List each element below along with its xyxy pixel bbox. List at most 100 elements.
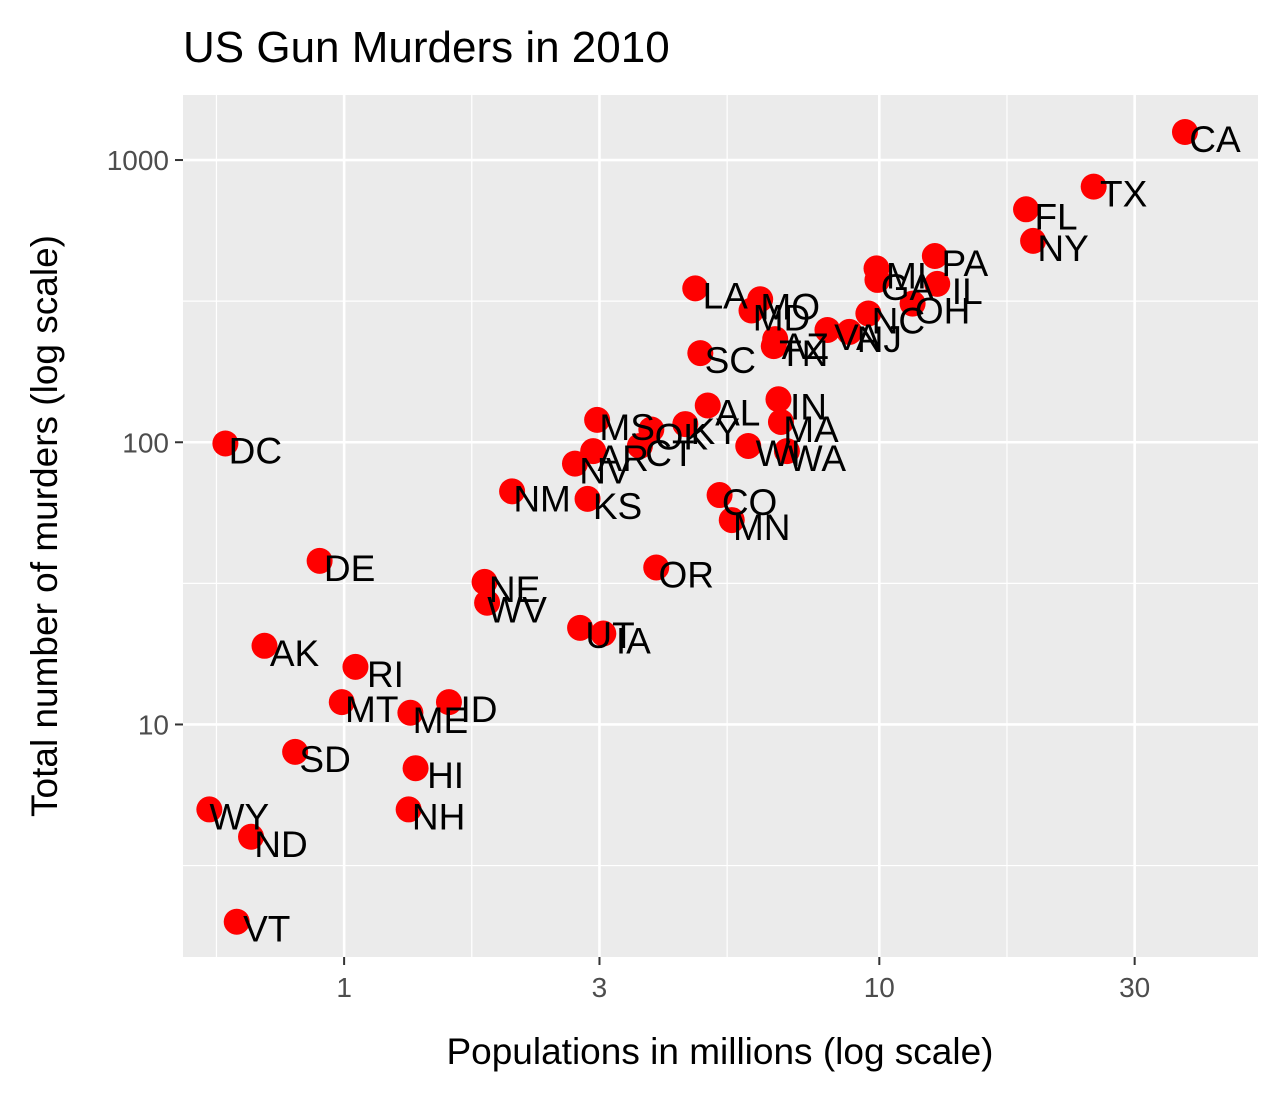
point-label: IN (790, 386, 827, 427)
data-point (574, 485, 601, 512)
point-label: AZ (782, 326, 829, 367)
point-label: CA (1189, 119, 1241, 160)
point-label: OH (915, 291, 971, 332)
data-point (767, 408, 794, 435)
point-label: MO (760, 286, 820, 327)
data-point (924, 270, 951, 297)
data-point (1171, 119, 1198, 146)
point-label: MS (599, 407, 655, 448)
point-label: HI (427, 755, 464, 796)
point-label: WV (487, 590, 547, 631)
x-tick-label: 30 (1119, 972, 1150, 1003)
point-label: MI (886, 255, 927, 296)
point-label: NC (872, 300, 925, 341)
data-point (395, 796, 422, 823)
data-point (1020, 227, 1047, 254)
y-axis-ticks: 10 100 1000 (107, 145, 183, 740)
point-label: IL (952, 271, 983, 312)
data-point (590, 620, 617, 647)
point-label: SD (299, 739, 350, 780)
data-point (682, 275, 709, 302)
data-point (762, 326, 789, 353)
point-label: AK (270, 633, 320, 674)
x-axis-ticks: 1 3 10 30 (336, 957, 1150, 1003)
point-label: WY (210, 796, 270, 837)
point-label: TX (1100, 174, 1147, 215)
point-label: NV (579, 451, 631, 492)
data-point (196, 796, 223, 823)
data-point (342, 653, 369, 680)
point-label: FL (1034, 196, 1077, 237)
data-point (738, 297, 765, 324)
data-point (899, 290, 926, 317)
point-label: OR (658, 554, 714, 595)
data-point (773, 438, 800, 465)
data-point (328, 689, 355, 716)
data-point (1080, 173, 1107, 200)
data-point (397, 699, 424, 726)
point-label: CO (722, 482, 778, 523)
point-label: SC (705, 340, 756, 381)
point-label: WI (756, 433, 801, 474)
point-label: AR (597, 438, 648, 479)
point-label: LA (703, 275, 749, 316)
data-point (814, 316, 841, 343)
data-point (435, 689, 462, 716)
major-gridlines (183, 95, 1258, 957)
data-point (626, 432, 653, 459)
point-label: ID (460, 689, 497, 730)
data-point (580, 438, 607, 465)
point-label: NE (489, 569, 540, 610)
data-points (196, 119, 1198, 935)
data-point (567, 614, 594, 641)
x-tick-label: 10 (864, 972, 895, 1003)
data-point (706, 482, 733, 509)
point-label: RI (367, 654, 404, 695)
data-point (836, 318, 863, 345)
data-point (471, 568, 498, 595)
data-point (499, 478, 526, 505)
data-point (643, 554, 670, 581)
point-label: MA (783, 409, 839, 450)
point-label: TN (779, 333, 828, 374)
data-point (718, 507, 745, 534)
data-point (223, 908, 250, 935)
data-point (282, 738, 309, 765)
data-point (306, 547, 333, 574)
data-point (1013, 196, 1040, 223)
point-label: NJ (857, 319, 902, 360)
y-tick-label: 1000 (107, 145, 169, 176)
point-label: PA (942, 243, 989, 284)
point-label: ME (413, 700, 469, 741)
chart-title: US Gun Murders in 2010 (183, 23, 670, 72)
point-label: VA (834, 317, 881, 358)
point-label: UT (585, 615, 634, 656)
x-tick-label: 3 (592, 972, 608, 1003)
y-tick-label: 10 (138, 709, 169, 740)
data-point (687, 340, 714, 367)
data-point (672, 411, 699, 438)
point-label: GA (881, 267, 935, 308)
data-point (584, 406, 611, 433)
point-label: NY (1037, 228, 1088, 269)
point-label: KS (593, 486, 642, 527)
point-label: MD (753, 297, 811, 338)
data-point (921, 243, 948, 270)
point-label: NM (513, 478, 571, 519)
point-label: AL (715, 392, 760, 433)
x-axis-title: Populations in millions (log scale) (446, 1031, 993, 1072)
point-label: KY (691, 411, 740, 452)
point-label: DC (229, 430, 282, 471)
point-label: OK (655, 416, 709, 457)
data-point (855, 300, 882, 327)
point-label: CT (645, 433, 694, 474)
data-point (251, 632, 278, 659)
point-label: DE (324, 548, 375, 589)
data-point (238, 823, 265, 850)
x-tick-label: 1 (336, 972, 352, 1003)
data-point (864, 266, 891, 293)
point-label: ND (254, 824, 307, 865)
data-point (735, 432, 762, 459)
